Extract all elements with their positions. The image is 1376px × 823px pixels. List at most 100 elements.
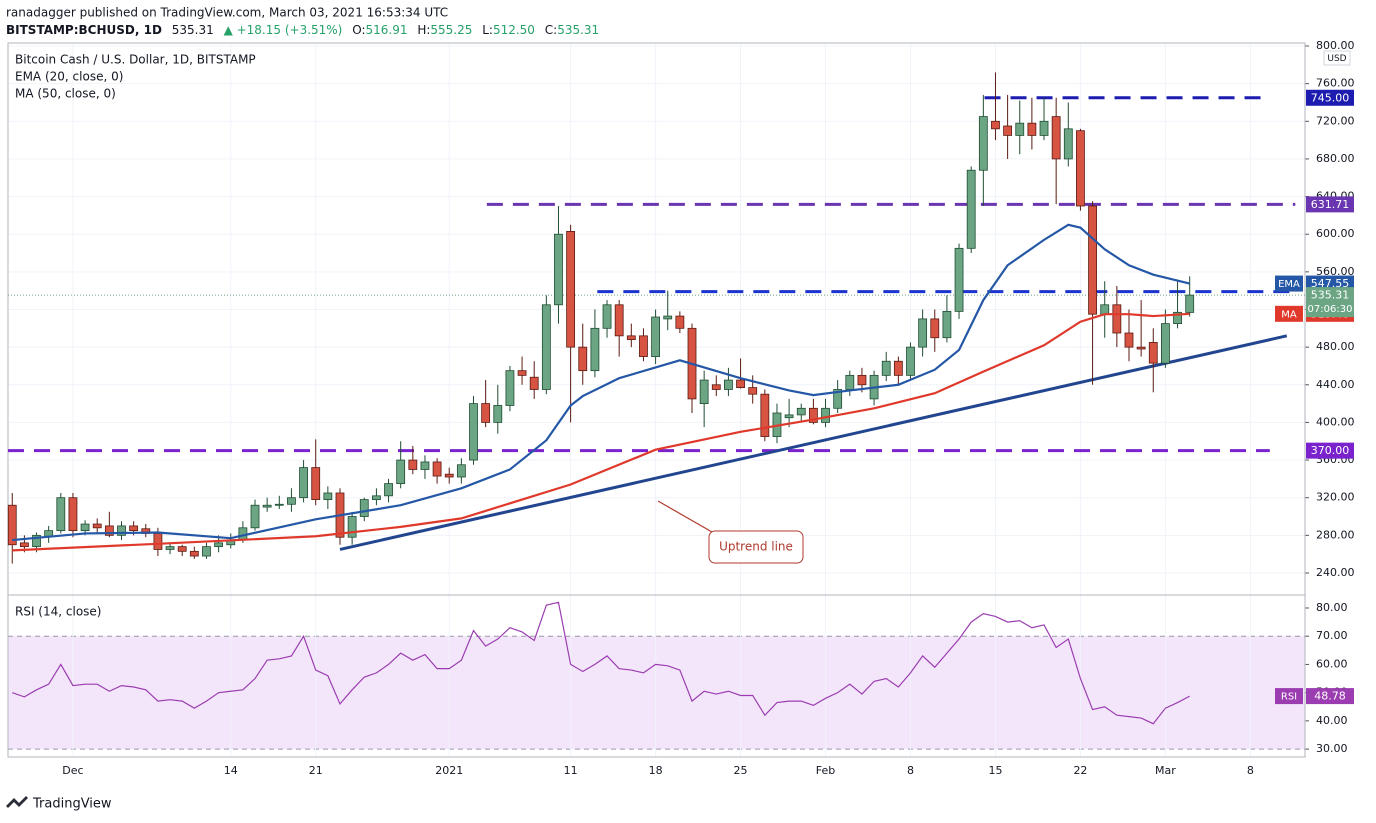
publisher: ranadagger published on TradingView.com,… bbox=[6, 6, 448, 20]
candle-body bbox=[359, 499, 369, 517]
candle-body bbox=[1063, 128, 1073, 160]
candle-body bbox=[760, 393, 770, 437]
candle-body bbox=[1124, 332, 1134, 348]
candle-body bbox=[104, 525, 114, 536]
badge-tag-bg bbox=[1275, 688, 1303, 705]
candle-body bbox=[821, 407, 830, 423]
candle-body bbox=[1100, 304, 1110, 315]
candle-body bbox=[541, 304, 551, 390]
candle-body bbox=[68, 497, 78, 532]
ohlc-key: O: bbox=[352, 23, 365, 37]
candle-body bbox=[1161, 323, 1170, 364]
candle-body bbox=[262, 504, 272, 508]
footer-logo: TradingView bbox=[6, 796, 112, 812]
y-tick-label: 760.00 bbox=[1316, 77, 1355, 90]
level-badge-bg bbox=[1306, 89, 1354, 106]
candle-body bbox=[1039, 120, 1049, 136]
last-price: 535.31 bbox=[1311, 289, 1350, 302]
candle-body bbox=[1148, 342, 1158, 364]
x-tick-label: 18 bbox=[649, 764, 663, 777]
countdown: 07:06:30 bbox=[1308, 304, 1353, 315]
x-tick-label: 15 bbox=[988, 764, 1002, 777]
logo-icon bbox=[6, 796, 28, 808]
candle-body bbox=[1051, 116, 1061, 160]
x-tick-label: Mar bbox=[1155, 764, 1176, 777]
y-tick-label: 440.00 bbox=[1316, 378, 1355, 391]
candle-body bbox=[566, 230, 576, 348]
candle-body bbox=[626, 335, 636, 341]
rsi-line bbox=[12, 601, 1190, 725]
candle-body bbox=[7, 504, 17, 546]
legend-entry: MA (50, close, 0) bbox=[15, 87, 116, 101]
candle-body bbox=[651, 316, 660, 357]
candle-body bbox=[590, 327, 600, 372]
quote-line: BITSTAMP:BCHUSD, 1D 535.31 ▲ +18.15 (+3.… bbox=[6, 23, 599, 37]
y-tick-label: 800.00 bbox=[1316, 39, 1355, 52]
rsi-badge-bg bbox=[1306, 688, 1354, 705]
symbol: BITSTAMP:BCHUSD, 1D bbox=[6, 23, 162, 37]
ohlc-key: C: bbox=[545, 23, 557, 37]
annotation-arrow bbox=[657, 500, 713, 533]
candle-body bbox=[80, 523, 90, 532]
x-tick-label: 11 bbox=[564, 764, 578, 777]
candle-body bbox=[736, 379, 745, 389]
candle-body bbox=[711, 384, 721, 390]
y-tick-label: 600.00 bbox=[1316, 227, 1355, 240]
chart-title: Bitcoin Cash / U.S. Dollar, 1D, BITSTAMP bbox=[15, 53, 256, 67]
candle-body bbox=[578, 346, 588, 372]
candle-body bbox=[918, 318, 928, 348]
candle-body bbox=[1003, 125, 1013, 136]
y-tick-label: 70.00 bbox=[1316, 629, 1348, 642]
y-tick-label: 40.00 bbox=[1316, 714, 1348, 727]
axis-unit: USD bbox=[1327, 54, 1346, 64]
candle-body bbox=[1136, 346, 1146, 350]
candle-body bbox=[978, 116, 988, 171]
candle-body bbox=[942, 310, 952, 339]
candle-body bbox=[1112, 304, 1122, 334]
badge-tag-bg bbox=[1275, 305, 1303, 322]
candle-body bbox=[274, 503, 284, 506]
level-badge-bg bbox=[1306, 196, 1354, 213]
y-tick-label: 680.00 bbox=[1316, 152, 1355, 165]
candle-body bbox=[663, 315, 673, 320]
ma-line bbox=[12, 312, 1190, 552]
candle-body bbox=[19, 542, 29, 548]
legend-entry: EMA (20, close, 0) bbox=[15, 70, 123, 84]
ma-badge: 547.55 bbox=[1311, 277, 1350, 290]
candle-body bbox=[796, 407, 806, 416]
level-badge: 745.00 bbox=[1311, 91, 1350, 104]
candle-body bbox=[724, 379, 733, 390]
y-tick-label: 240.00 bbox=[1316, 566, 1355, 579]
ohlc-value: 555.25 bbox=[430, 23, 472, 37]
candle-body bbox=[808, 407, 818, 423]
y-tick-label: 280.00 bbox=[1316, 528, 1355, 541]
change: ▲ +18.15 (+3.51%) bbox=[224, 23, 343, 37]
candle-body bbox=[602, 304, 612, 329]
candle-body bbox=[384, 483, 393, 497]
candle-body bbox=[432, 461, 442, 477]
y-tick-label: 30.00 bbox=[1316, 742, 1348, 755]
candle-body bbox=[153, 533, 163, 550]
ma-line bbox=[12, 223, 1190, 542]
trend-line bbox=[339, 334, 1288, 551]
candle-body bbox=[1015, 122, 1025, 136]
level-badge: 631.71 bbox=[1311, 198, 1350, 211]
rsi-band bbox=[8, 636, 1305, 750]
rsi-badge: 48.78 bbox=[1314, 690, 1346, 703]
x-tick-label: 25 bbox=[734, 764, 748, 777]
candle-body bbox=[1185, 294, 1195, 313]
candle-body bbox=[189, 550, 199, 557]
candle-body bbox=[748, 387, 758, 395]
frame bbox=[7, 42, 1306, 758]
candle-body bbox=[214, 542, 224, 548]
candle-body bbox=[857, 374, 867, 386]
candle-body bbox=[469, 403, 478, 461]
candle-body bbox=[699, 379, 709, 404]
rsi-title: RSI (14, close) bbox=[15, 605, 101, 619]
x-tick-label: Dec bbox=[62, 764, 83, 777]
candle-body bbox=[639, 335, 648, 357]
candle-body bbox=[408, 459, 418, 470]
candle-body bbox=[784, 414, 794, 419]
y-tick-label: 560.00 bbox=[1316, 265, 1355, 278]
candle-body bbox=[991, 120, 1000, 130]
